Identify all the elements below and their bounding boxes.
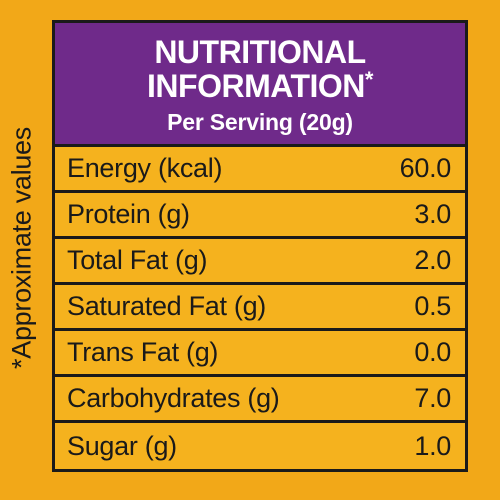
nutrient-row-sugar: Sugar (g) 1.0 <box>55 423 465 469</box>
title-asterisk: * <box>364 67 374 92</box>
nutrient-row-carbohydrates: Carbohydrates (g) 7.0 <box>55 377 465 423</box>
approximate-values-note: *Approximate values <box>6 127 37 369</box>
nutrient-label: Trans Fat (g) <box>67 337 219 367</box>
nutrient-value: 2.0 <box>414 245 451 275</box>
nutrient-value: 1.0 <box>414 430 451 461</box>
nutrient-row-total-fat: Total Fat (g) 2.0 <box>55 239 465 285</box>
title-line-1: NUTRITIONAL <box>154 34 366 70</box>
nutrient-label: Total Fat (g) <box>67 245 208 275</box>
nutrient-label: Saturated Fat (g) <box>67 291 266 321</box>
nutrient-label: Energy (kcal) <box>67 153 223 183</box>
nutrition-title: NUTRITIONAL INFORMATION* <box>55 35 465 103</box>
nutrient-value: 60.0 <box>399 153 452 183</box>
nutrient-row-trans-fat: Trans Fat (g) 0.0 <box>55 331 465 377</box>
nutrient-value: 7.0 <box>414 383 451 413</box>
nutrient-value: 3.0 <box>414 199 451 229</box>
nutrient-value: 0.0 <box>414 337 451 367</box>
nutrient-label: Protein (g) <box>67 199 190 229</box>
nutrient-row-energy: Energy (kcal) 60.0 <box>55 147 465 193</box>
nutrient-label: Sugar (g) <box>67 430 177 461</box>
nutrition-table: Energy (kcal) 60.0 Protein (g) 3.0 Total… <box>55 147 465 469</box>
nutrient-value: 0.5 <box>414 291 451 321</box>
nutrition-panel: NUTRITIONAL INFORMATION* Per Serving (20… <box>52 20 468 472</box>
nutrition-header: NUTRITIONAL INFORMATION* Per Serving (20… <box>55 23 465 147</box>
title-line-2: INFORMATION <box>147 68 365 104</box>
nutrient-row-protein: Protein (g) 3.0 <box>55 193 465 239</box>
nutrient-label: Carbohydrates (g) <box>67 383 280 413</box>
nutrient-row-saturated-fat: Saturated Fat (g) 0.5 <box>55 285 465 331</box>
serving-size: Per Serving (20g) <box>167 109 353 135</box>
